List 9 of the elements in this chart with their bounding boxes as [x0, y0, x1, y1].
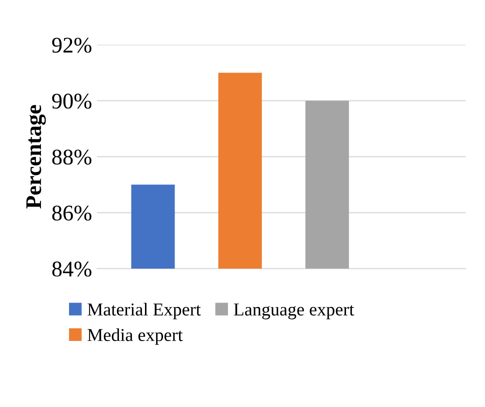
y-tick-label: 92%: [52, 38, 92, 53]
y-axis-title: Percentage: [26, 105, 46, 209]
y-tick-label: 86%: [52, 206, 92, 221]
legend-label: Material Expert: [88, 302, 201, 320]
legend-label: Media expert: [88, 328, 183, 345]
y-tick-label: 88%: [52, 150, 92, 165]
y-tick-label: 84%: [52, 262, 92, 277]
legend-label: Language expert: [234, 304, 354, 320]
y-tick-label: 90%: [52, 94, 92, 109]
